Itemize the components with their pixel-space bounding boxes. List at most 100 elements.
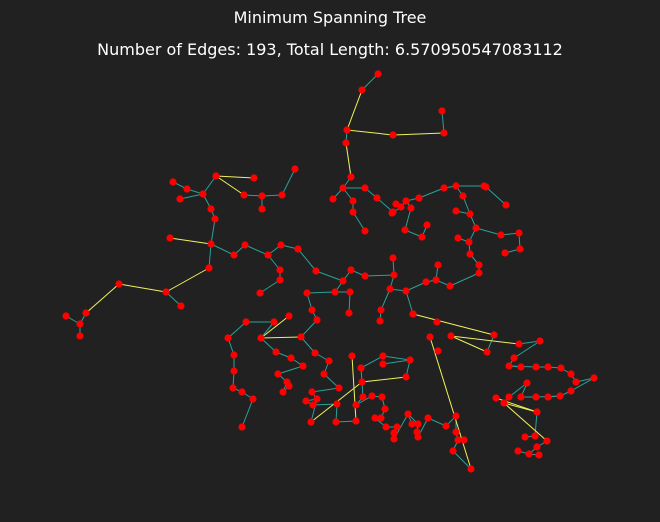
tree-edge xyxy=(452,450,472,470)
tree-node xyxy=(311,349,319,357)
tree-edge xyxy=(259,279,281,294)
tree-node xyxy=(285,382,293,390)
tree-node xyxy=(475,261,483,269)
tree-node xyxy=(404,410,412,418)
tree-node xyxy=(242,318,250,326)
tree-edge xyxy=(361,376,407,383)
tree-node xyxy=(480,182,488,190)
tree-node xyxy=(347,266,355,274)
tree-node xyxy=(212,172,220,180)
tree-node xyxy=(299,362,307,370)
tree-node xyxy=(460,436,468,444)
tree-node xyxy=(379,360,387,368)
tree-node xyxy=(162,288,170,296)
tree-edge xyxy=(210,218,216,245)
tree-node xyxy=(302,397,310,405)
tree-node xyxy=(390,429,398,437)
tree-node xyxy=(532,363,540,371)
tree-node xyxy=(390,435,398,443)
tree-edge xyxy=(300,319,318,338)
tree-node xyxy=(333,400,341,408)
tree-edge xyxy=(346,89,363,131)
tree-node xyxy=(82,309,90,317)
tree-node xyxy=(434,261,442,269)
tree-node xyxy=(377,414,385,422)
tree-node xyxy=(374,70,382,78)
tree-edge xyxy=(485,186,507,206)
tree-edge xyxy=(311,387,340,393)
tree-node xyxy=(343,126,351,134)
tree-edge xyxy=(315,270,344,282)
tree-edge xyxy=(382,355,411,361)
tree-node xyxy=(452,428,460,436)
tree-node xyxy=(256,289,264,297)
tree-node xyxy=(418,233,426,241)
tree-node xyxy=(544,363,552,371)
tree-node xyxy=(414,420,422,428)
tree-node xyxy=(339,277,347,285)
tree-node xyxy=(346,288,354,296)
tree-node xyxy=(446,282,454,290)
tree-node xyxy=(449,447,457,455)
tree-node xyxy=(452,207,460,215)
tree-node xyxy=(440,129,448,137)
tree-node xyxy=(434,347,442,355)
tree-node xyxy=(308,306,316,314)
tree-edge xyxy=(210,243,235,256)
tree-edge xyxy=(297,248,317,272)
tree-node xyxy=(272,348,280,356)
tree-node xyxy=(438,107,446,115)
tree-node xyxy=(535,451,543,459)
tree-node xyxy=(294,245,302,253)
tree-node xyxy=(433,318,441,326)
tree-node xyxy=(249,395,257,403)
tree-node xyxy=(329,195,337,203)
tree-node xyxy=(376,317,384,325)
tree-edge xyxy=(179,193,204,200)
tree-node xyxy=(270,318,278,326)
tree-node xyxy=(402,197,410,205)
tree-node xyxy=(502,201,510,209)
tree-node xyxy=(76,332,84,340)
tree-node xyxy=(447,332,455,340)
tree-node xyxy=(278,191,286,199)
tree-node xyxy=(229,384,237,392)
tree-node xyxy=(544,393,552,401)
tree-edge xyxy=(404,207,412,231)
tree-node xyxy=(332,418,340,426)
tree-node xyxy=(320,370,328,378)
tree-edge xyxy=(405,290,414,315)
tree-node xyxy=(349,208,357,216)
tree-node xyxy=(279,388,287,396)
tree-node xyxy=(517,363,525,371)
tree-edge xyxy=(215,175,255,179)
tree-node xyxy=(517,393,525,401)
tree-node xyxy=(390,271,398,279)
tree-node xyxy=(432,276,440,284)
tree-node xyxy=(166,234,174,242)
tree-node xyxy=(285,312,293,320)
tree-node xyxy=(422,278,430,286)
tree-edge xyxy=(441,110,445,134)
tree-edge xyxy=(450,335,520,345)
tree-node xyxy=(183,185,191,193)
tree-node xyxy=(274,370,282,378)
tree-node xyxy=(238,423,246,431)
tree-node xyxy=(378,393,386,401)
tree-node xyxy=(345,309,353,317)
tree-edge xyxy=(227,321,247,339)
tree-edge xyxy=(534,411,538,437)
tree-node xyxy=(325,357,333,365)
tree-edge xyxy=(380,288,391,311)
tree-node xyxy=(467,465,475,473)
tree-node xyxy=(424,414,432,422)
tree-node xyxy=(388,209,396,217)
tree-node xyxy=(523,379,531,387)
tree-node xyxy=(389,254,397,262)
tree-node xyxy=(287,354,295,362)
tree-node xyxy=(238,388,246,396)
node-layer xyxy=(62,70,598,473)
tree-node xyxy=(466,210,474,218)
tree-node xyxy=(276,276,284,284)
tree-node xyxy=(361,227,369,235)
